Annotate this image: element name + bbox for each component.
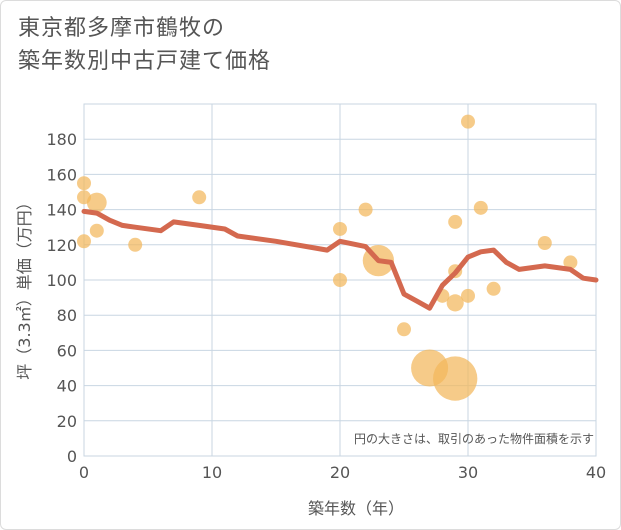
bubble bbox=[537, 236, 552, 251]
bubble bbox=[446, 294, 464, 312]
x-tick-label: 40 bbox=[586, 463, 606, 482]
bubble bbox=[89, 223, 104, 238]
bubble bbox=[333, 221, 347, 236]
trend-line-group bbox=[81, 208, 599, 311]
tick-labels: 0 20 40 60 80 100 120 140 160 180 0 10 20 30 40 bbox=[46, 130, 606, 482]
bubble bbox=[461, 114, 475, 129]
y-axis-title: 坪（3.3㎡）単価（万円） bbox=[15, 194, 34, 379]
bubble bbox=[77, 176, 91, 191]
x-tick-label: 10 bbox=[202, 463, 222, 482]
y-tick-label: 0 bbox=[67, 447, 77, 466]
x-tick-label: 20 bbox=[330, 463, 350, 482]
chart-title-line-1: 東京都多摩市鶴牧の bbox=[18, 16, 226, 41]
grid-lines bbox=[83, 103, 597, 457]
x-axis-title: 築年数（年） bbox=[308, 499, 404, 518]
bubble bbox=[473, 200, 488, 215]
bubble bbox=[486, 281, 501, 296]
y-tick-label: 140 bbox=[46, 201, 77, 220]
bubble bbox=[461, 288, 475, 303]
y-tick-label: 120 bbox=[46, 236, 77, 255]
y-tick-label: 160 bbox=[46, 165, 77, 184]
bubble bbox=[86, 192, 107, 213]
bubble bbox=[448, 214, 463, 229]
bubble-size-note: 円の大きさは、取引のあった物件面積を示す bbox=[354, 431, 594, 446]
y-tick-label: 80 bbox=[57, 306, 77, 325]
bubble bbox=[397, 322, 411, 337]
y-tick-label: 40 bbox=[57, 377, 77, 396]
x-tick-label: 30 bbox=[458, 463, 478, 482]
y-tick-label: 60 bbox=[57, 341, 77, 360]
bubble bbox=[563, 255, 578, 270]
chart-title-line-2: 築年数別中古戸建て価格 bbox=[18, 49, 272, 74]
bubble bbox=[192, 190, 207, 205]
y-tick-label: 100 bbox=[46, 271, 77, 290]
bubble bbox=[128, 237, 143, 252]
trend-line bbox=[81, 208, 599, 311]
y-tick-label: 20 bbox=[57, 412, 77, 431]
bubble bbox=[333, 273, 347, 287]
bubble bbox=[358, 202, 373, 217]
chart-title: 東京都多摩市鶴牧の 築年数別中古戸建て価格 bbox=[18, 12, 271, 78]
bubble bbox=[433, 356, 478, 401]
x-tick-label: 0 bbox=[79, 463, 89, 482]
bubble bbox=[77, 234, 91, 249]
y-tick-label: 180 bbox=[46, 130, 77, 149]
